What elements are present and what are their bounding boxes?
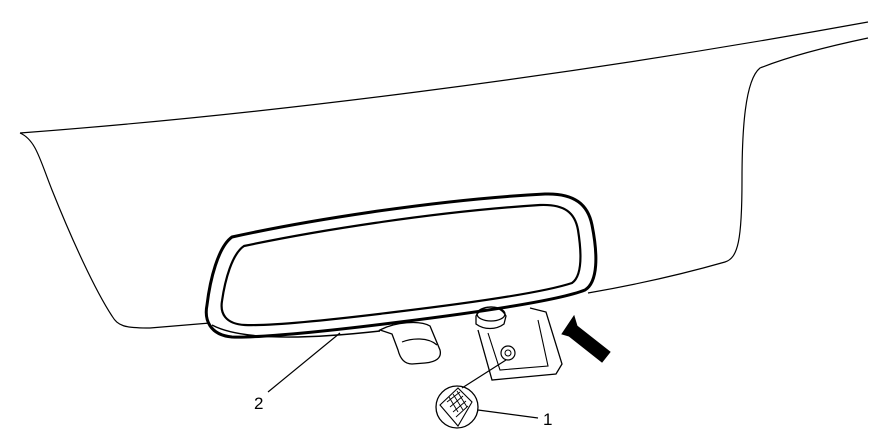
mounting-bracket <box>477 307 563 381</box>
mirror-ball-joint <box>476 306 506 322</box>
set-screw-center <box>504 349 512 357</box>
mirror-assembly <box>204 192 598 381</box>
day-night-tab <box>378 321 442 365</box>
windshield-top-edge <box>19 21 869 134</box>
day-night-tab-face <box>401 338 438 346</box>
mirror-outer-frame <box>204 192 598 339</box>
mirror-glass <box>220 203 582 327</box>
windshield <box>19 21 869 329</box>
leader-1-to-screw <box>461 359 507 389</box>
leader-1 <box>477 409 539 419</box>
screw-head-icon <box>435 385 479 429</box>
callout-2-label: 2 <box>254 394 263 413</box>
arrow-up-left-icon <box>561 314 611 363</box>
mirror-lower-lip <box>211 324 381 338</box>
set-screw-hole <box>500 345 516 361</box>
windshield-glass-outline <box>19 37 869 329</box>
mounting-bracket-inner <box>487 319 549 371</box>
leader-2 <box>267 332 341 393</box>
leader-lines <box>267 332 539 419</box>
callout-1-label: 1 <box>543 410 552 429</box>
